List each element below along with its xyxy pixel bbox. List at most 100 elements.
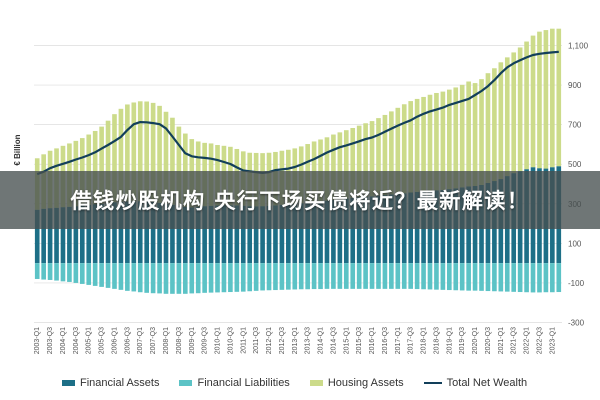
bar-housing-assets (504, 57, 510, 177)
bar-financial-assets (176, 205, 182, 264)
x-tick-label: 2008-Q3 (176, 327, 183, 354)
legend-item: Financial Assets (62, 377, 159, 389)
bar-financial-liabilities (170, 263, 175, 294)
bar-financial-assets (228, 205, 233, 264)
bar-housing-assets (434, 92, 439, 191)
bar-housing-assets (150, 102, 156, 202)
bar-financial-liabilities (118, 263, 124, 290)
x-tick-label: 2004-Q1 (60, 327, 67, 354)
bar-financial-liabilities (382, 263, 388, 289)
bar-housing-assets (363, 123, 368, 197)
bar-financial-liabilities (466, 263, 471, 291)
bar-financial-assets (240, 205, 246, 264)
bar-financial-liabilities (292, 263, 298, 290)
bar-financial-liabilities (47, 263, 53, 280)
bar-financial-liabilities (247, 263, 253, 292)
bar-financial-assets (215, 205, 220, 264)
x-tick-label: 2010-Q3 (227, 327, 234, 354)
bar-financial-assets (157, 202, 162, 264)
bar-financial-liabilities (350, 263, 356, 289)
bar-financial-liabilities (311, 263, 317, 290)
x-tick-label: 2014-Q1 (318, 327, 325, 354)
bar-financial-assets (376, 195, 381, 264)
bar-financial-assets (253, 206, 259, 264)
x-tick-label: 2013-Q1 (292, 327, 299, 354)
bar-housing-assets (389, 111, 394, 195)
legend-item: Financial Liabilities (179, 377, 290, 389)
bar-financial-liabilities (511, 263, 517, 292)
y-tick-label: 1,100 (568, 42, 589, 51)
x-tick-label: 2012-Q1 (266, 327, 273, 354)
bar-financial-liabilities (530, 263, 536, 293)
x-tick-label: 2003-Q1 (34, 327, 41, 354)
bar-financial-assets (79, 205, 85, 264)
bar-financial-liabilities (150, 263, 156, 294)
x-tick-label: 2012-Q3 (279, 327, 286, 354)
x-tick-label: 2011-Q3 (253, 327, 260, 354)
bar-financial-assets (118, 201, 124, 264)
bar-financial-liabilities (79, 263, 85, 284)
bar-financial-liabilities (125, 263, 130, 291)
bar-financial-assets (356, 197, 362, 264)
bar-financial-assets (163, 203, 169, 264)
y-tick-label: 500 (568, 160, 582, 169)
bar-financial-assets (144, 201, 150, 264)
x-tick-label: 2022-Q3 (537, 327, 544, 354)
net-wealth-line-layer (36, 50, 559, 176)
bar-financial-liabilities (54, 263, 59, 281)
bar-financial-liabilities (286, 263, 291, 290)
x-tick-label: 2020-Q3 (485, 327, 492, 354)
bar-housing-assets (472, 83, 478, 186)
bar-financial-liabilities (41, 263, 46, 280)
bar-financial-assets (208, 205, 214, 264)
bar-housing-assets (401, 104, 407, 194)
bar-financial-liabilities (472, 263, 478, 291)
bar-housing-assets (530, 35, 536, 168)
x-tick-label: 2007-Q1 (137, 327, 144, 354)
x-tick-label: 2017-Q1 (395, 327, 402, 354)
bar-financial-assets (202, 206, 207, 264)
bar-financial-assets (170, 204, 175, 264)
bar-housing-assets (492, 68, 497, 182)
bar-financial-liabilities (253, 263, 259, 291)
x-tick-label: 2006-Q3 (124, 327, 131, 354)
bar-financial-liabilities (67, 263, 72, 282)
x-tick-label: 2021-Q3 (511, 327, 518, 354)
x-tick-label: 2018-Q3 (433, 327, 440, 354)
bar-housing-assets (459, 84, 465, 188)
bar-financial-assets (337, 199, 343, 264)
bar-housing-assets (86, 134, 92, 205)
bar-financial-liabilities (131, 263, 137, 292)
x-tick-label: 2010-Q1 (215, 327, 222, 354)
bar-financial-assets (382, 195, 388, 264)
bar-financial-liabilities (550, 263, 555, 293)
bar-housing-assets (517, 47, 523, 172)
x-tick-label: 2017-Q3 (408, 327, 415, 354)
x-tick-label: 2015-Q1 (343, 327, 350, 354)
legend-label: Total Net Wealth (446, 377, 528, 389)
bar-financial-assets (279, 204, 285, 264)
bar-housing-assets (163, 111, 169, 204)
bar-financial-liabilities (459, 263, 465, 291)
bar-financial-liabilities (421, 263, 426, 290)
bar-financial-assets (47, 208, 53, 264)
bar-housing-assets (537, 31, 542, 169)
bar-housing-assets (479, 79, 484, 185)
bar-financial-liabilities (440, 263, 446, 290)
bar-financial-liabilities (485, 263, 491, 292)
bar-financial-liabilities (408, 263, 414, 289)
x-tick-label: 2016-Q3 (382, 327, 389, 354)
bar-financial-assets (247, 206, 253, 264)
bar-financial-assets (189, 207, 195, 264)
headline-text: 借钱炒股机构 央行下场买债将近？最新解读！ (70, 189, 530, 213)
bar-financial-liabilities (60, 263, 66, 282)
bar-financial-liabilities (492, 263, 497, 292)
bar-financial-assets (221, 205, 227, 264)
bar-financial-liabilities (343, 263, 349, 289)
bar-financial-assets (350, 197, 356, 264)
bar-housing-assets (318, 139, 323, 202)
x-tick-label: 2009-Q3 (202, 327, 209, 354)
bar-housing-assets (170, 117, 175, 205)
bar-financial-assets (273, 205, 278, 264)
